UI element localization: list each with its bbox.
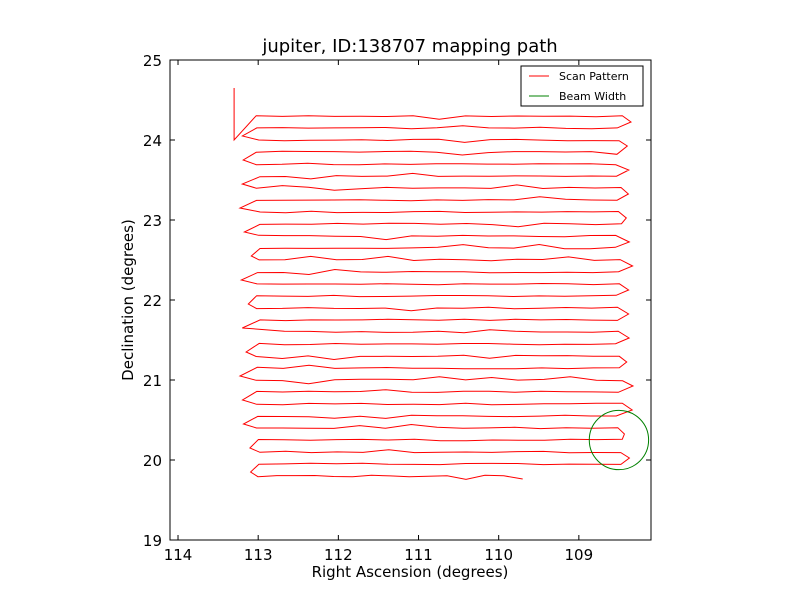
scan-pattern-path (233, 88, 635, 480)
x-tick-label: 110 (484, 546, 513, 564)
legend-box (520, 65, 644, 107)
chart-title: jupiter, ID:138707 mapping path (261, 36, 557, 57)
plot-background (170, 60, 651, 540)
y-tick-label: 22 (143, 292, 162, 310)
y-tick-label: 19 (143, 532, 162, 550)
y-axis-label: Declination (degrees) (119, 219, 137, 381)
axis-ticks: 114 113 112 111 110 109 19 20 21 22 23 24 25 (143, 52, 651, 564)
y-tick-label: 23 (143, 212, 162, 230)
y-tick-label: 24 (143, 132, 162, 150)
legend-label-beam-width: Beam Width (559, 90, 626, 103)
x-tick-label: 111 (404, 546, 433, 564)
x-tick-label: 113 (244, 546, 273, 564)
scan-pattern-line (233, 88, 635, 480)
y-tick-label: 21 (143, 372, 162, 390)
legend-label-scan-pattern: Scan Pattern (559, 70, 629, 83)
legend: Scan Pattern Beam Width (520, 65, 644, 107)
y-tick-label: 20 (143, 452, 162, 470)
x-axis-label: Right Ascension (degrees) (312, 563, 509, 581)
y-tick-label: 25 (143, 52, 162, 70)
beam-width-circle (588, 409, 650, 471)
plot-frame (169, 59, 652, 541)
x-tick-label: 112 (324, 546, 353, 564)
plot-area: 114 113 112 111 110 109 19 20 21 22 23 24 25 (143, 52, 652, 564)
x-tick-label: 109 (565, 546, 594, 564)
x-tick-label: 114 (164, 546, 193, 564)
beam-width-path (588, 409, 650, 471)
